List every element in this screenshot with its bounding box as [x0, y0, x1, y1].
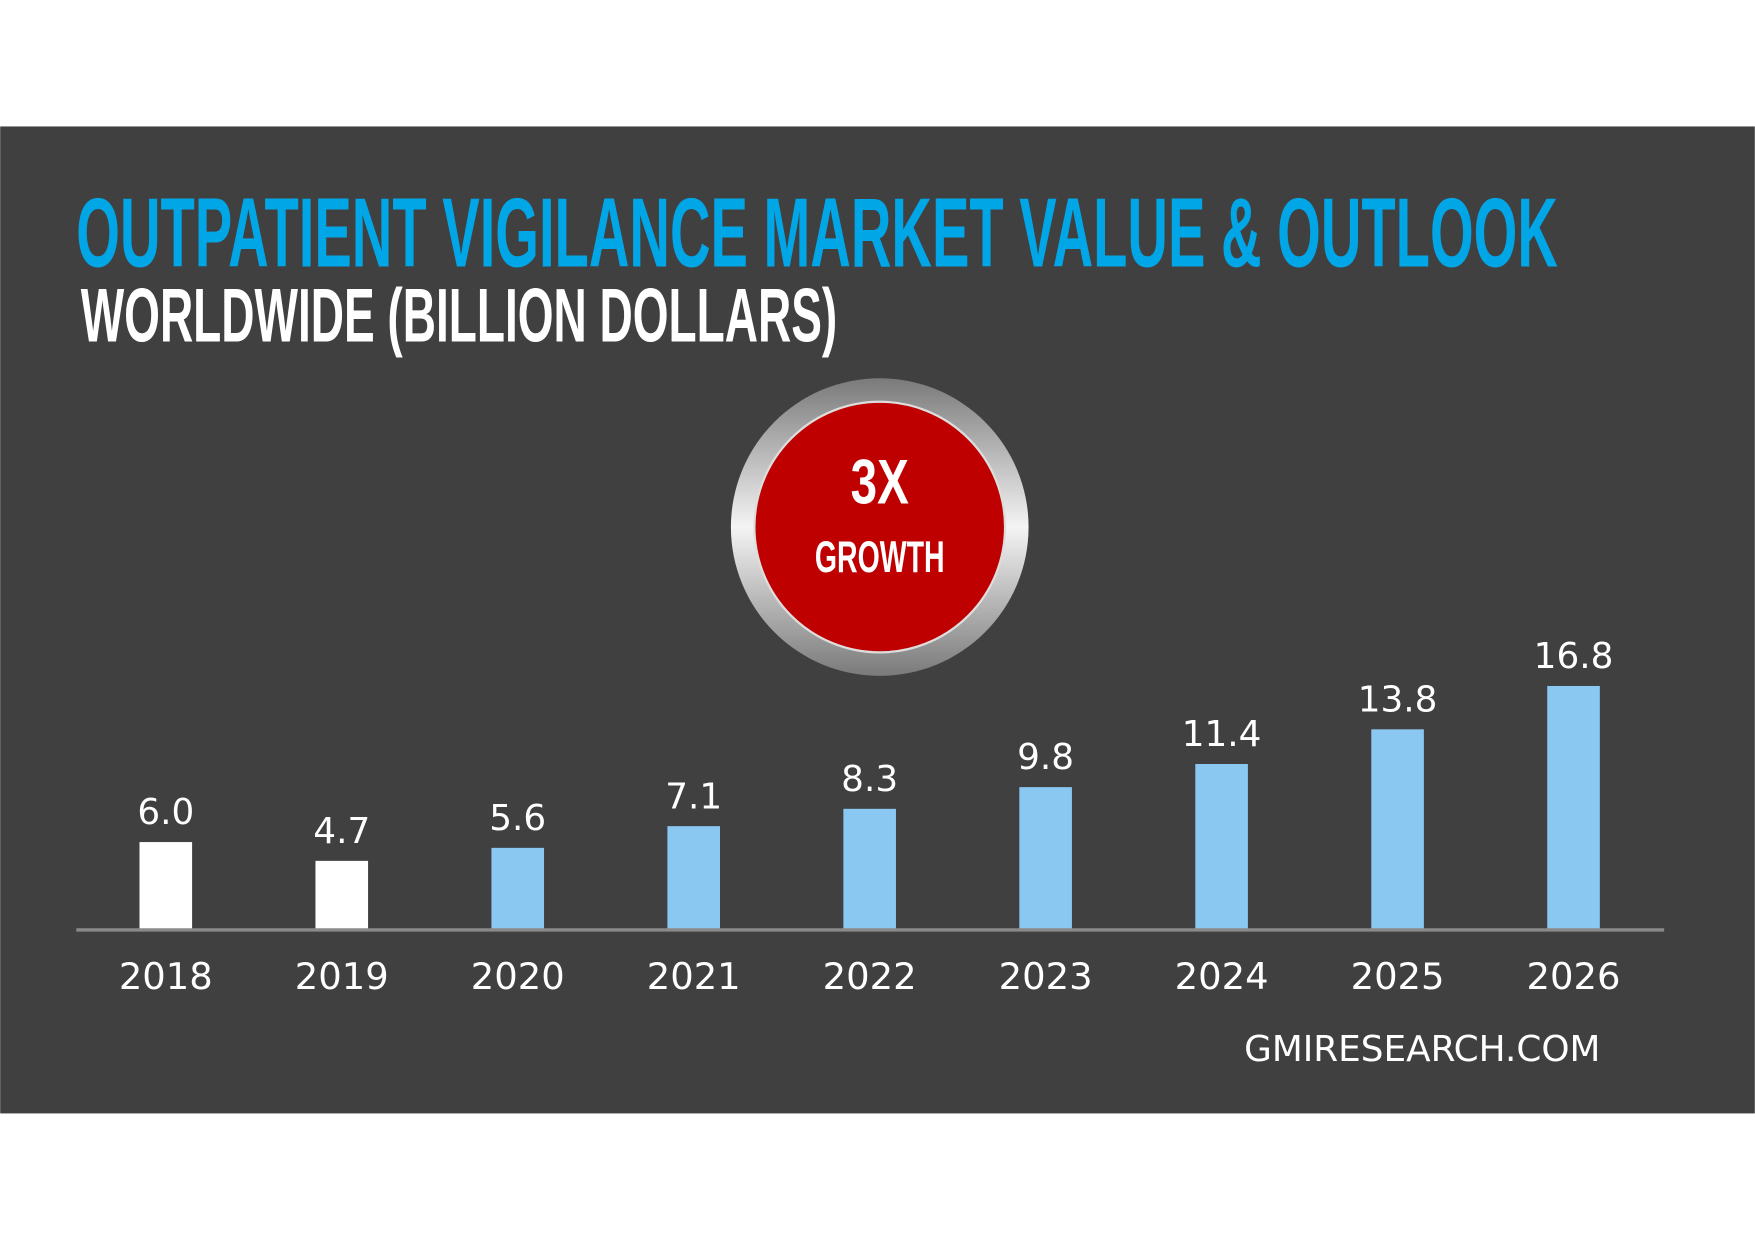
bar-2026	[1547, 685, 1600, 929]
x-tick-label: 2025	[1351, 955, 1445, 998]
value-label: 9.8	[1017, 737, 1074, 778]
bar-2020	[491, 847, 545, 929]
badge-label: GROWTH	[815, 532, 945, 582]
badge-value: 3X	[851, 448, 909, 518]
x-tick-label: 2019	[295, 955, 389, 998]
bar-2019	[315, 860, 369, 929]
bar-2021	[667, 826, 720, 929]
value-label: 11.4	[1182, 714, 1262, 755]
x-tick-label: 2022	[823, 955, 917, 998]
badge-circle	[753, 400, 1007, 654]
value-label: 5.6	[489, 798, 546, 839]
bar-2018	[139, 842, 193, 929]
chart-title: OUTPATIENT VIGILANCE MARKET VALUE & OUTL…	[76, 177, 1558, 287]
value-label: 6.0	[137, 792, 194, 833]
x-tick-label: 2020	[471, 955, 565, 998]
x-tick-label: 2018	[119, 955, 213, 998]
chart-subtitle: WORLDWIDE (BILLION DOLLARS)	[81, 273, 837, 358]
source-label: GMIRESEARCH.COM	[1244, 1029, 1600, 1070]
x-tick-label: 2023	[999, 955, 1093, 998]
value-label: 16.8	[1534, 636, 1614, 677]
bar-2023	[1019, 787, 1072, 929]
x-tick-label: 2026	[1527, 955, 1621, 998]
bar-2022	[843, 808, 896, 929]
growth-badge: 3X GROWTH	[730, 378, 1029, 676]
value-label: 7.1	[665, 776, 722, 817]
value-label: 8.3	[841, 759, 898, 800]
value-label: 13.8	[1358, 679, 1438, 720]
x-tick-label: 2024	[1175, 955, 1269, 998]
bars: 6.0 2018 4.7 2019 5.6 2020 7.1 2021 8.3 2022 9.8 20…	[119, 636, 1621, 998]
bar-2025	[1371, 729, 1424, 929]
x-tick-label: 2021	[647, 955, 741, 998]
value-label: 4.7	[313, 811, 370, 852]
bar-2024	[1195, 764, 1248, 929]
